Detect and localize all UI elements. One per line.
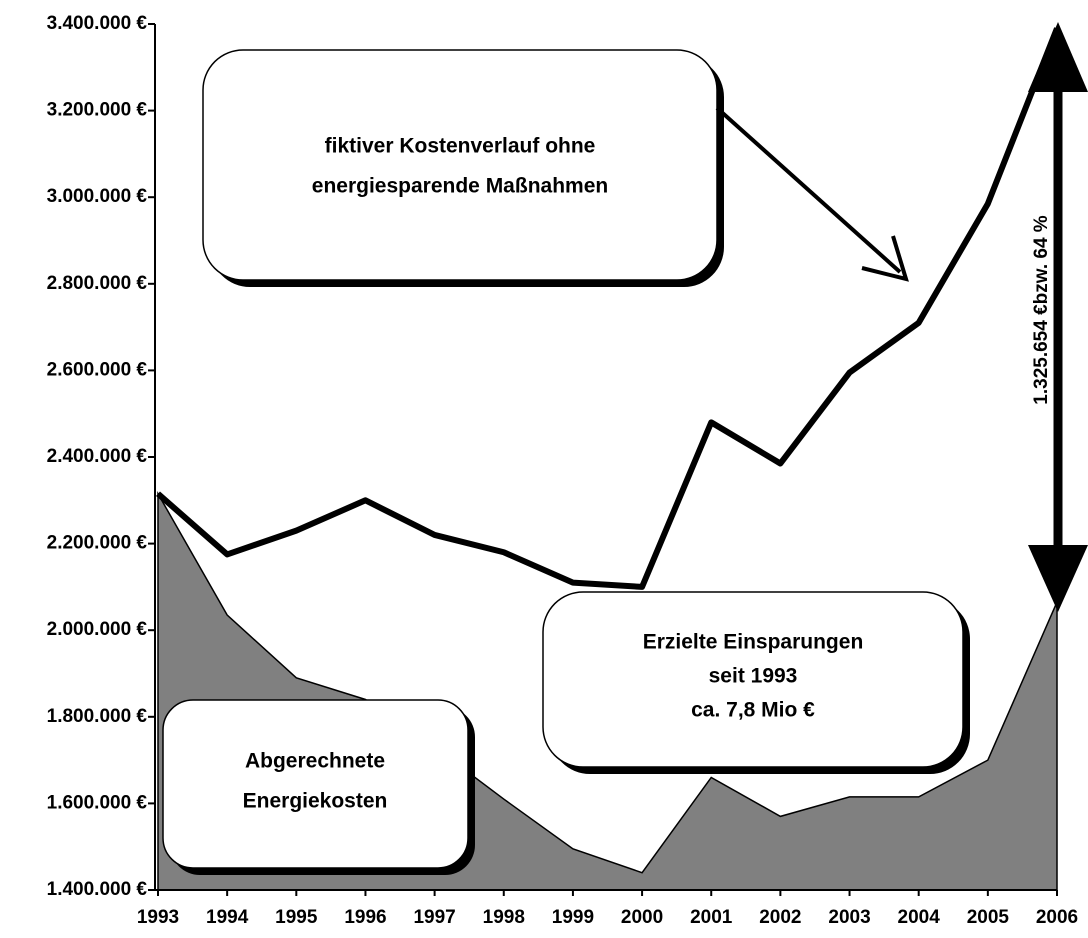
annotation-text: seit 1993 [709, 665, 798, 688]
x-tick-label: 1994 [206, 907, 249, 928]
annotation-text: energiesparende Maßnahmen [312, 175, 608, 198]
x-tick-label: 2002 [759, 907, 801, 928]
y-tick-label: 2.800.000 € [47, 273, 148, 294]
x-tick-label: 2003 [828, 907, 870, 928]
x-tick-label: 1996 [344, 907, 386, 928]
difference-label: 1.325.654 €bzw. 64 % [1031, 215, 1052, 405]
overlay: fiktiver Kostenverlauf ohne energiesparen… [162, 22, 1088, 875]
annotation-text: fiktiver Kostenverlauf ohne [325, 135, 596, 158]
annotation-text: Energiekosten [243, 790, 388, 813]
annotation-text: ca. 7,8 Mio € [691, 699, 815, 722]
y-tick-label: 2.200.000 € [47, 533, 148, 554]
y-tick-label: 1.400.000 € [47, 879, 148, 900]
y-tick-label: 1.800.000 € [47, 706, 148, 727]
x-tick-label: 2001 [690, 907, 733, 928]
annotation-box [202, 49, 718, 281]
pointer-arrow [715, 106, 902, 274]
pointer-arrow-head [861, 235, 909, 282]
y-tick-label: 2.000.000 € [47, 619, 148, 640]
x-tick-label: 1998 [483, 907, 525, 928]
x-tick-label: 1997 [413, 907, 455, 928]
x-tick-label: 2006 [1036, 907, 1078, 928]
x-tick-label: 1993 [137, 907, 179, 928]
annotation-box [542, 591, 964, 768]
y-tick-label: 3.000.000 € [47, 186, 148, 207]
annotation-text: Abgerechnete [245, 750, 385, 773]
annotation-text: Erzielte Einsparungen [643, 631, 864, 654]
difference-arrow-head [1028, 545, 1088, 612]
x-tick-label: 1995 [275, 907, 318, 928]
y-tick-label: 2.400.000 € [47, 446, 148, 467]
difference-arrow-head [1028, 22, 1088, 92]
y-tick-label: 3.400.000 € [47, 13, 148, 34]
x-tick-label: 2005 [967, 907, 1010, 928]
annotation-box [162, 699, 469, 869]
x-tick-label: 1999 [552, 907, 594, 928]
line [156, 27, 1060, 590]
x-tick-label: 2000 [621, 907, 663, 928]
y-tick-label: 2.600.000 € [47, 359, 148, 380]
x-tick-label: 2004 [898, 907, 941, 928]
y-tick-label: 1.600.000 € [47, 792, 148, 813]
y-tick-label: 3.200.000 € [47, 100, 148, 121]
